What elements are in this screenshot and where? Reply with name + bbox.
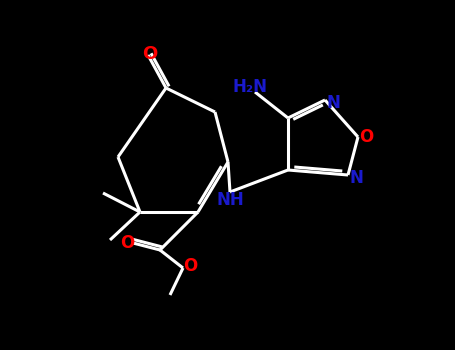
Text: NH: NH: [216, 191, 244, 209]
Text: O: O: [142, 45, 157, 63]
Text: H₂N: H₂N: [233, 78, 268, 96]
Text: N: N: [349, 169, 363, 187]
Text: N: N: [326, 94, 340, 112]
Text: O: O: [183, 257, 197, 275]
Text: O: O: [359, 128, 373, 146]
Text: O: O: [120, 234, 134, 252]
